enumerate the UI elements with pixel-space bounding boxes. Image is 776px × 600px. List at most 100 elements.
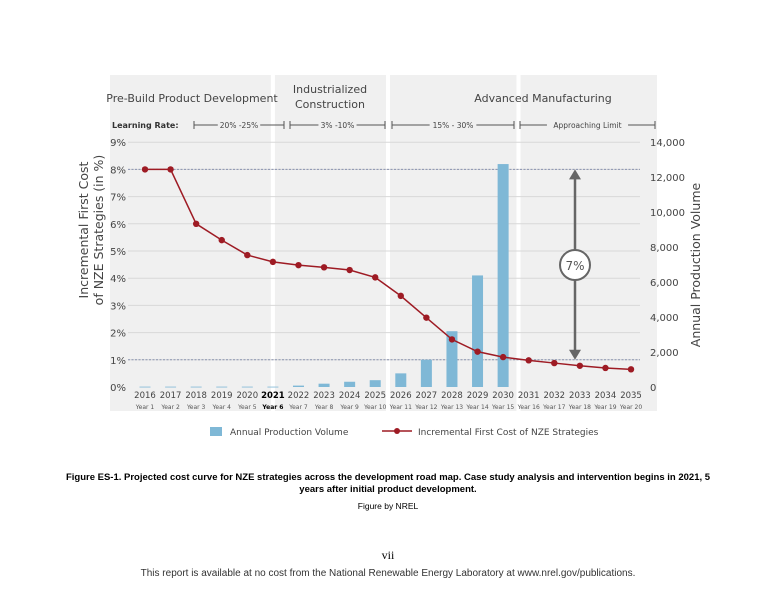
point-2031 — [525, 357, 532, 364]
x-tick-label: 2017 — [160, 391, 182, 401]
bar-2020 — [241, 386, 253, 388]
phase-title: Industrialized — [293, 83, 367, 96]
x-sub-label: Year 19 — [593, 404, 616, 411]
x-sub-label: Year 2 — [160, 404, 180, 411]
point-2019 — [218, 236, 225, 244]
legend-label: Annual Production Volume — [230, 428, 349, 438]
left-tick-label: 1% — [110, 356, 126, 367]
left-tick-label: 2% — [110, 329, 126, 340]
x-sub-label: Year 4 — [212, 404, 232, 411]
y-axis-label-left: Incremental First Cost — [76, 161, 91, 298]
label-backing — [546, 119, 629, 131]
left-tick-label: 5% — [110, 247, 126, 258]
learning-rate-value: 3% -10% — [321, 121, 355, 130]
x-tick-label: 2023 — [313, 391, 335, 401]
x-tick-label: 2025 — [364, 391, 386, 401]
point-2017 — [167, 166, 174, 173]
left-tick-label: 3% — [110, 301, 126, 312]
learning-rate-value: 20% -25% — [220, 121, 258, 130]
x-tick-label: 2018 — [185, 391, 207, 401]
cost-line — [145, 168, 632, 371]
right-tick-label: 0 — [650, 383, 656, 394]
label-backing — [217, 119, 261, 131]
x-sub-label: Year 7 — [288, 404, 308, 411]
legend-swatch-bar — [210, 427, 222, 436]
right-tick-label: 6,000 — [650, 278, 679, 289]
x-tick-label: 2026 — [390, 391, 412, 401]
x-tick-label: 2020 — [236, 391, 258, 401]
x-sub-label: Year 8 — [314, 404, 334, 411]
learning-rate-value: Approaching Limit — [553, 121, 621, 130]
legend-label: Incremental First Cost of NZE Strategies — [418, 428, 599, 438]
point-2030 — [499, 353, 507, 361]
figure-credit: Figure by NREL — [357, 501, 419, 511]
point-2025 — [372, 274, 379, 281]
point-2018 — [192, 220, 200, 227]
x-tick-label: 2016 — [134, 391, 156, 401]
x-tick-label: 2024 — [339, 391, 361, 401]
phase-separator — [516, 75, 521, 411]
x-sub-label: Year 18 — [568, 404, 591, 411]
x-sub-label: Year 9 — [339, 404, 359, 411]
point-2026 — [397, 292, 404, 300]
x-sub-label: Year 12 — [414, 404, 437, 411]
bar-2018 — [190, 386, 202, 388]
figure-caption: Figure ES-1. Projected cost curve for NZ… — [65, 472, 711, 495]
x-tick-label: 2035 — [620, 391, 642, 401]
bar-2023 — [318, 383, 330, 387]
point-2020 — [244, 251, 251, 259]
x-sub-label: Year 5 — [237, 404, 257, 411]
point-2033 — [576, 362, 584, 369]
right-tick-label: 14,000 — [650, 138, 685, 149]
x-sub-label: Year 3 — [186, 404, 206, 411]
bar-2030 — [497, 164, 509, 387]
y-axis-label-left: of NZE Strategies (in %) — [91, 155, 106, 306]
x-sub-label: Year 17 — [542, 404, 565, 411]
point-2022 — [295, 261, 302, 269]
left-tick-label: 4% — [110, 274, 126, 285]
x-tick-label: 2021 — [261, 391, 285, 401]
label-backing — [429, 119, 477, 131]
bar-2021 — [267, 386, 279, 388]
bar-2024 — [344, 381, 356, 387]
x-sub-label: Year 11 — [389, 404, 412, 411]
arrow-head-up — [569, 169, 581, 180]
bar-2017 — [165, 386, 177, 388]
point-2029 — [474, 348, 481, 355]
x-tick-label: 2031 — [518, 391, 540, 401]
x-sub-label: Year 14 — [465, 404, 488, 411]
x-tick-label: 2019 — [211, 391, 233, 401]
point-2032 — [551, 359, 558, 367]
right-tick-label: 12,000 — [650, 173, 685, 184]
x-sub-label: Year 6 — [261, 404, 283, 411]
bar-2025 — [369, 380, 381, 387]
bar-2028 — [446, 331, 458, 387]
footer-text: This report is available at no cost from… — [140, 568, 636, 579]
point-2028 — [448, 336, 456, 343]
right-tick-label: 4,000 — [650, 313, 679, 324]
phase-title: Construction — [295, 98, 365, 111]
x-tick-label: 2022 — [288, 391, 310, 401]
phase-title: Advanced Manufacturing — [474, 92, 611, 105]
x-sub-label: Year 10 — [363, 404, 386, 411]
phase-title: Pre-Build Product Development — [106, 92, 278, 105]
x-tick-label: 2032 — [543, 391, 565, 401]
arrow-head-down — [569, 349, 581, 360]
left-tick-label: 0% — [110, 383, 126, 394]
x-tick-label: 2027 — [416, 391, 438, 401]
bar-2027 — [420, 359, 432, 387]
phase-separator — [386, 75, 391, 411]
left-tick-label: 7% — [110, 193, 126, 204]
bar-2029 — [472, 275, 484, 387]
x-sub-label: Year 13 — [440, 404, 463, 411]
x-sub-label: Year 15 — [491, 404, 514, 411]
x-sub-label: Year 1 — [135, 404, 155, 411]
x-tick-label: 2030 — [492, 391, 514, 401]
annotation-label: 7% — [565, 259, 584, 273]
label-backing — [318, 119, 357, 131]
point-2023 — [320, 264, 328, 271]
bar-2016 — [139, 386, 151, 388]
x-tick-label: 2034 — [595, 391, 617, 401]
point-2027 — [423, 314, 430, 321]
